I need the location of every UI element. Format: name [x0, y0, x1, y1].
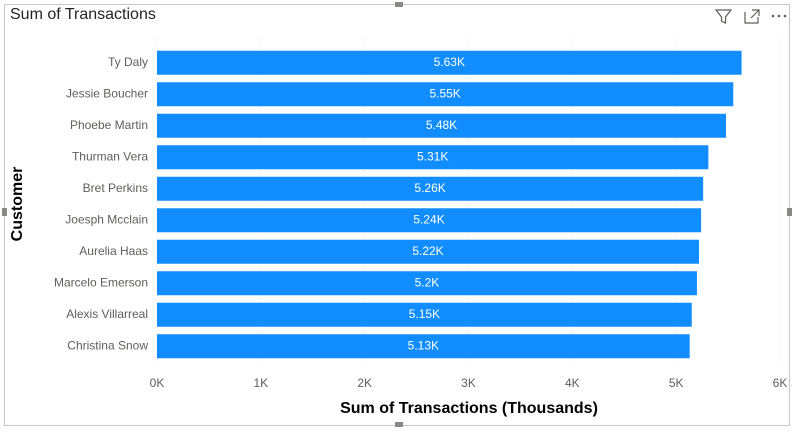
bar — [157, 145, 709, 170]
y-tick-label: Christina Snow — [67, 338, 148, 352]
x-tick-label: 0K — [150, 376, 165, 390]
y-tick-label: Aurelia Haas — [79, 244, 148, 258]
bar — [157, 113, 727, 138]
resize-handle[interactable] — [2, 208, 7, 216]
bar — [157, 334, 690, 359]
bar — [157, 208, 702, 233]
data-label: 5.48K — [426, 118, 457, 132]
data-label: 5.22K — [412, 244, 443, 258]
x-tick-label: 5K — [669, 376, 684, 390]
x-tick-label: 3K — [461, 376, 476, 390]
y-tick-label: Phoebe Martin — [70, 118, 148, 132]
resize-handle[interactable] — [395, 2, 403, 7]
x-tick-label: 2K — [357, 376, 372, 390]
x-tick-label: 6K — [773, 376, 788, 390]
x-axis-title: Sum of Transactions (Thousands) — [340, 400, 598, 417]
data-label: 5.15K — [409, 307, 440, 321]
bar — [157, 239, 700, 264]
data-label: 5.63K — [434, 55, 465, 69]
x-tick-label: 1K — [253, 376, 268, 390]
bar — [157, 271, 697, 296]
data-label: 5.13K — [408, 338, 439, 352]
more-options-icon[interactable] — [771, 14, 787, 18]
y-tick-label: Alexis Villarreal — [66, 307, 148, 321]
data-label: 5.55K — [429, 86, 460, 100]
y-tick-label: Joesph Mcclain — [65, 212, 148, 226]
bar — [157, 302, 692, 327]
data-label: 5.2K — [415, 275, 440, 289]
bar — [157, 50, 742, 75]
y-tick-label: Ty Daly — [108, 55, 148, 69]
y-tick-label: Marcelo Emerson — [54, 275, 148, 289]
resize-handle[interactable] — [787, 208, 792, 216]
data-label: 5.24K — [413, 212, 444, 226]
bar — [157, 82, 734, 107]
x-tick-label: 4K — [565, 376, 580, 390]
y-axis-title: Customer — [9, 167, 26, 242]
chart-title: Sum of Transactions — [10, 6, 156, 23]
filter-icon[interactable] — [714, 9, 733, 24]
data-label: 5.31K — [417, 149, 448, 163]
y-tick-label: Jessie Boucher — [66, 86, 148, 100]
focus-mode-icon[interactable] — [744, 9, 760, 24]
y-tick-label: Bret Perkins — [83, 181, 148, 195]
resize-handle[interactable] — [395, 422, 403, 427]
bar — [157, 176, 704, 201]
data-label: 5.26K — [414, 181, 445, 195]
y-tick-label: Thurman Vera — [72, 149, 148, 163]
